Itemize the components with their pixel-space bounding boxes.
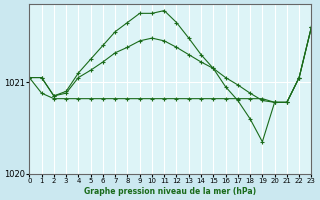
X-axis label: Graphe pression niveau de la mer (hPa): Graphe pression niveau de la mer (hPa) xyxy=(84,187,256,196)
